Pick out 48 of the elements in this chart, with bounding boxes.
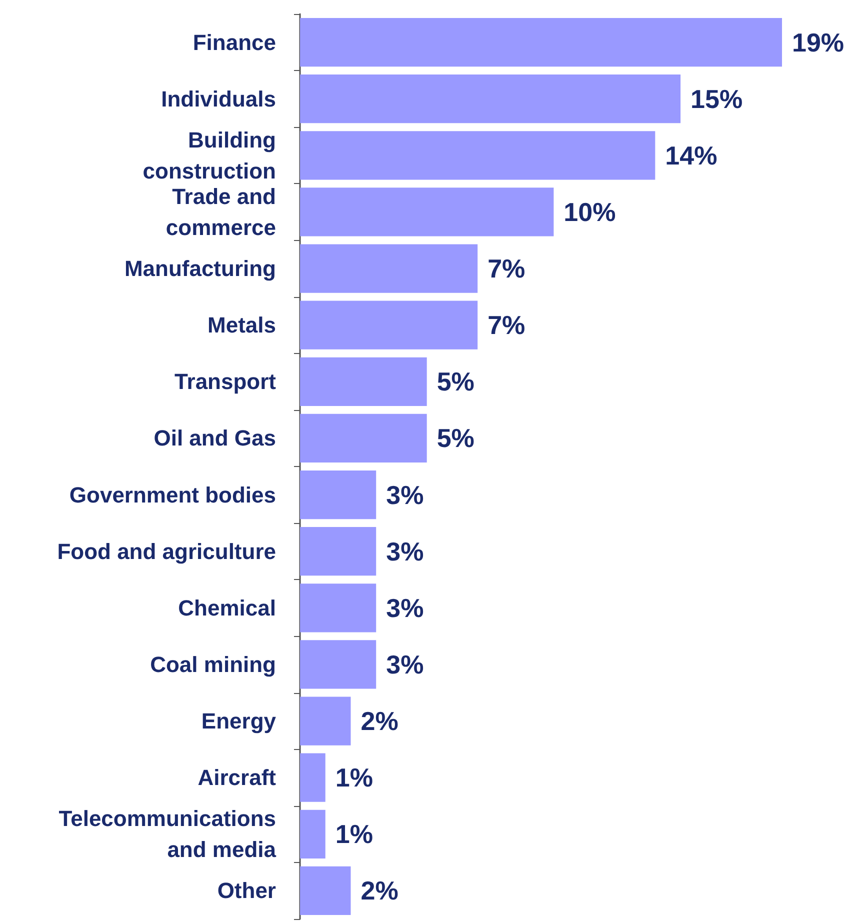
data-label: 3% <box>386 480 424 510</box>
bar <box>300 357 427 406</box>
y-tick-label: Telecommunications and media <box>58 806 277 862</box>
y-tick-label: Other <box>217 878 276 904</box>
data-label: 1% <box>335 819 373 850</box>
data-label: 15% <box>690 84 743 114</box>
y-tick-label: Manufacturing <box>124 256 276 282</box>
data-label: 14% <box>665 140 718 170</box>
bar <box>300 584 376 632</box>
y-tick-label: Transport <box>174 369 277 394</box>
bar <box>300 244 478 293</box>
bar <box>300 527 376 576</box>
bar <box>300 753 326 802</box>
y-tick-label: Government bodies <box>69 482 276 508</box>
y-tick-label: Energy <box>201 708 277 734</box>
y-tick-label: Coal mining <box>150 652 276 677</box>
data-label: 7% <box>488 254 526 284</box>
y-tick-label: Finance <box>192 30 276 55</box>
data-label: 1% <box>335 762 373 793</box>
bar <box>300 810 326 858</box>
data-label: 3% <box>386 536 424 566</box>
y-tick-label: Chemical <box>178 595 276 620</box>
y-tick-label: Oil and Gas <box>154 426 276 451</box>
data-label: 2% <box>360 876 398 906</box>
bar <box>300 300 478 350</box>
bar <box>300 470 376 520</box>
y-tick-label: Individuals <box>161 86 276 112</box>
bar <box>300 74 681 124</box>
y-tick-label: Trade and commerce <box>166 184 276 240</box>
data-label: 7% <box>488 310 526 340</box>
bar <box>300 414 427 463</box>
data-label: 5% <box>436 366 474 397</box>
data-label: 5% <box>436 423 474 454</box>
y-tick-label: Food and agriculture <box>57 538 276 564</box>
data-label: 10% <box>564 196 616 227</box>
bar <box>300 188 554 236</box>
y-tick-label: Building construction <box>142 127 276 184</box>
bar <box>300 866 351 916</box>
bar <box>300 640 376 689</box>
y-tick-label: Aircraft <box>198 765 277 790</box>
bar <box>300 696 351 746</box>
bar <box>300 18 782 67</box>
data-label: 19% <box>792 27 844 58</box>
bar <box>300 131 656 180</box>
data-label: 2% <box>360 706 398 736</box>
data-label: 3% <box>386 649 424 680</box>
y-tick-label: Metals <box>208 312 276 338</box>
data-label: 3% <box>386 592 424 623</box>
